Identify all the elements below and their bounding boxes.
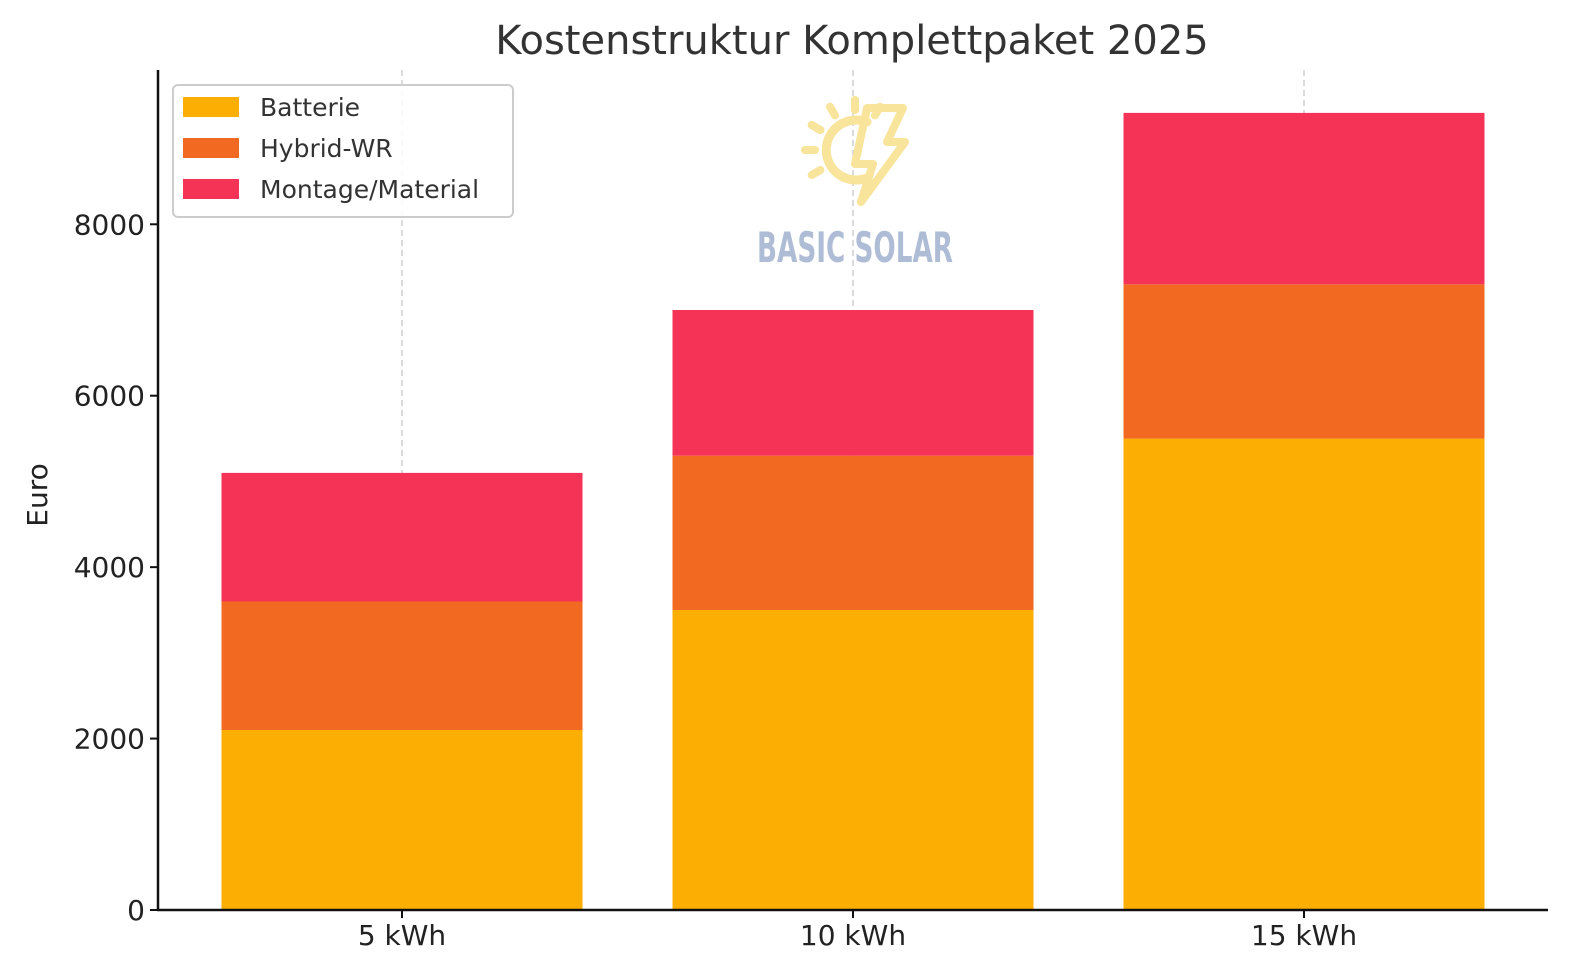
- y-tick-label: 6000: [74, 380, 145, 413]
- sun-arc: [821, 115, 872, 185]
- y-tick-label: 0: [127, 894, 145, 927]
- legend-label-2: Hybrid-WR: [260, 134, 393, 163]
- bar-3-3: [1123, 112, 1485, 285]
- legend-items: Batterie Hybrid-WR Montage/Material: [183, 93, 479, 204]
- legend-label-1: Batterie: [260, 93, 360, 122]
- sun-ray-5: [807, 166, 825, 179]
- bars-layer: [221, 112, 1485, 910]
- legend-swatch-3: [183, 179, 239, 199]
- bar-3-2: [672, 310, 1034, 456]
- x-tick-labels: 5 kWh 10 kWh 15 kWh: [358, 910, 1357, 952]
- legend-swatch-2: [183, 138, 239, 158]
- x-tick-label: 10 kWh: [800, 919, 906, 952]
- y-axis-label: Euro: [21, 463, 54, 526]
- bar-2-3: [1123, 284, 1485, 439]
- legend-swatch-1: [183, 97, 239, 117]
- chart-title: Kostenstruktur Komplettpaket 2025: [495, 18, 1208, 64]
- sun-ray-7: [807, 121, 825, 134]
- bar-3-1: [221, 472, 583, 602]
- bar-1-3: [1123, 438, 1485, 910]
- y-tick-label: 8000: [74, 208, 145, 241]
- sun-bolt-icon: [801, 96, 909, 206]
- sun-rays: [801, 96, 884, 179]
- lightning-bolt: [851, 104, 909, 206]
- bar-1-1: [221, 730, 583, 910]
- legend: Batterie Hybrid-WR Montage/Material: [172, 84, 514, 218]
- bar-2-1: [221, 601, 583, 730]
- bar-1-2: [672, 610, 1034, 910]
- bar-2-2: [672, 455, 1034, 610]
- y-tick-labels: 0 2000 4000 6000 8000: [74, 208, 158, 927]
- watermark-logo: BASIC SOLAR: [757, 96, 953, 272]
- legend-label-3: Montage/Material: [260, 175, 479, 204]
- legend-frame: [172, 84, 514, 218]
- sun-ray-2: [826, 102, 839, 120]
- watermark-text: BASIC SOLAR: [757, 223, 953, 272]
- x-tick-label: 5 kWh: [358, 919, 446, 952]
- y-tick-label: 2000: [74, 723, 145, 756]
- x-tick-label: 15 kWh: [1251, 919, 1357, 952]
- y-tick-label: 4000: [74, 551, 145, 584]
